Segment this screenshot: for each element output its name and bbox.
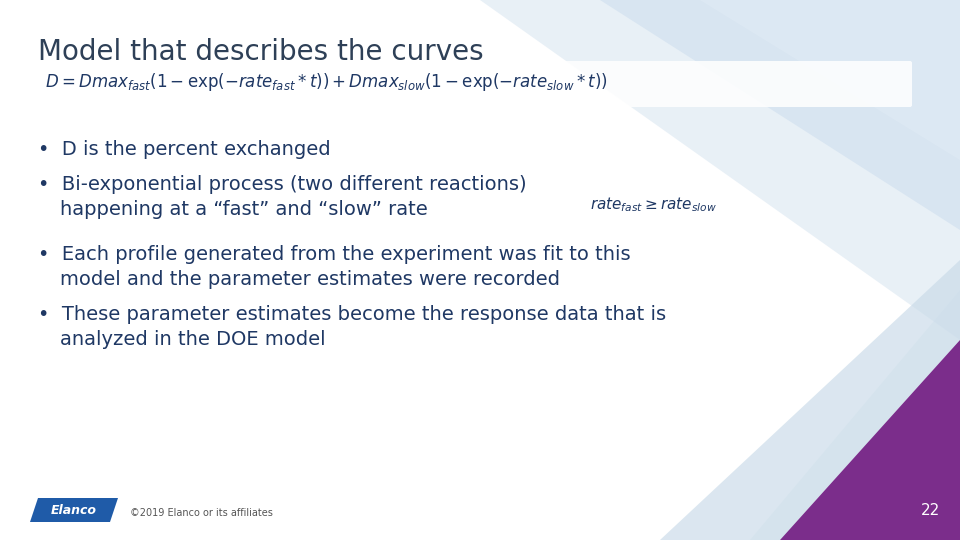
Polygon shape xyxy=(780,340,960,540)
Polygon shape xyxy=(600,0,960,230)
FancyBboxPatch shape xyxy=(28,61,912,107)
Polygon shape xyxy=(700,0,960,160)
Text: $rate_{fast} \geq rate_{slow}$: $rate_{fast} \geq rate_{slow}$ xyxy=(590,195,717,214)
Text: Model that describes the curves: Model that describes the curves xyxy=(38,38,484,66)
Text: model and the parameter estimates were recorded: model and the parameter estimates were r… xyxy=(60,270,560,289)
Text: Elanco: Elanco xyxy=(51,503,97,516)
Text: ©2019 Elanco or its affiliates: ©2019 Elanco or its affiliates xyxy=(130,508,273,518)
Polygon shape xyxy=(550,290,960,540)
Text: •  These parameter estimates become the response data that is: • These parameter estimates become the r… xyxy=(38,305,666,324)
Text: $D = Dmax_{fast}(1-\exp(-rate_{fast}*t)) + Dmax_{slow}(1-\exp(-rate_{slow}*t))$: $D = Dmax_{fast}(1-\exp(-rate_{fast}*t))… xyxy=(45,71,608,93)
Text: 22: 22 xyxy=(921,503,940,518)
Polygon shape xyxy=(480,0,960,340)
Polygon shape xyxy=(660,260,960,540)
Text: happening at a “fast” and “slow” rate: happening at a “fast” and “slow” rate xyxy=(60,200,428,219)
Text: •  Each profile generated from the experiment was fit to this: • Each profile generated from the experi… xyxy=(38,245,631,264)
Text: analyzed in the DOE model: analyzed in the DOE model xyxy=(60,330,325,349)
Polygon shape xyxy=(30,498,118,522)
Text: •  D is the percent exchanged: • D is the percent exchanged xyxy=(38,140,330,159)
Text: •  Bi-exponential process (two different reactions): • Bi-exponential process (two different … xyxy=(38,175,527,194)
